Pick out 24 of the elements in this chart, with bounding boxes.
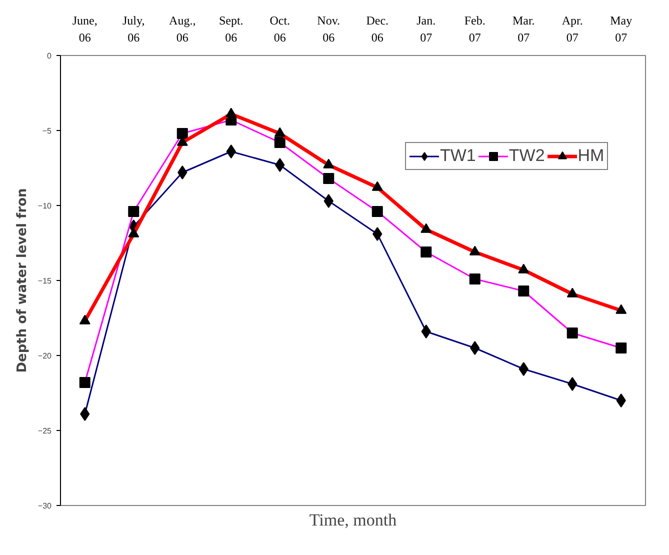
x-tick-label: July, 06 [122,14,145,44]
y-tick-label: −15 [38,276,52,286]
x-tick-label: Feb. 07 [464,14,486,44]
x-tick-label: Aug., 06 [169,14,196,44]
legend-label: TW1 [440,146,476,166]
x-tick-label: Oct. 06 [270,14,290,44]
x-tick-label: Dec. 06 [366,14,389,44]
x-axis-title: Time, month [309,510,398,530]
x-tick-label: Sept. 06 [218,14,244,44]
y-tick-label: −30 [38,502,52,510]
y-tick-label: −5 [42,126,52,136]
legend-label: TW2 [508,146,545,166]
x-tick-label: Nov. 06 [317,14,340,44]
y-tick-label: 0 [47,52,52,60]
y-tick-label: −25 [38,426,52,436]
x-tick-label: Apr. 07 [562,14,583,44]
x-tick-label: June, 06 [72,14,98,44]
y-axis-title: Depth of water level fron [14,188,30,373]
y-tick-label: −20 [38,352,52,360]
x-tick-label: May 07 [610,14,632,44]
legend-label: HM [578,146,604,166]
x-tick-label: Mar. 07 [512,14,535,44]
y-tick-label: −10 [38,202,52,210]
x-tick-label: Jan. 07 [416,14,436,44]
